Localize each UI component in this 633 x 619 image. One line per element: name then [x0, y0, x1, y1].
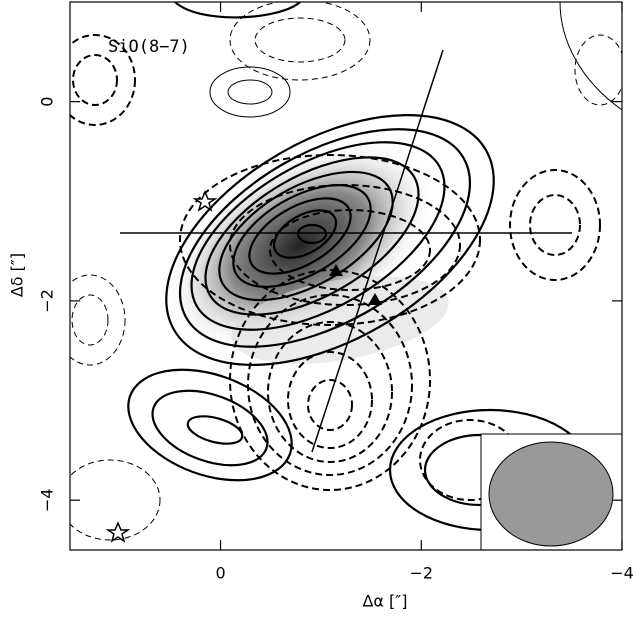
dashed-contours	[70, 2, 622, 541]
cut-line	[311, 49, 444, 453]
x-tick-label: −2	[409, 564, 433, 583]
marker-star	[105, 190, 218, 543]
x-tick-label: −4	[610, 564, 633, 583]
plot-frame	[69, 1, 623, 551]
y-tick-label: −4	[38, 488, 57, 512]
contour-layer	[70, 2, 622, 550]
chart-title: SiO(8−7)	[108, 37, 190, 57]
y-tick-label: 0	[38, 97, 57, 107]
marker-triangle	[329, 264, 382, 305]
beam	[488, 441, 614, 547]
x-axis-label: Δα [″]	[362, 592, 407, 611]
thin-contours	[209, 2, 622, 118]
x-tick-label: 0	[215, 564, 225, 583]
emission-shading	[231, 276, 449, 364]
y-axis-label: Δδ [″]	[8, 253, 27, 297]
y-tick-label: −2	[38, 289, 57, 313]
